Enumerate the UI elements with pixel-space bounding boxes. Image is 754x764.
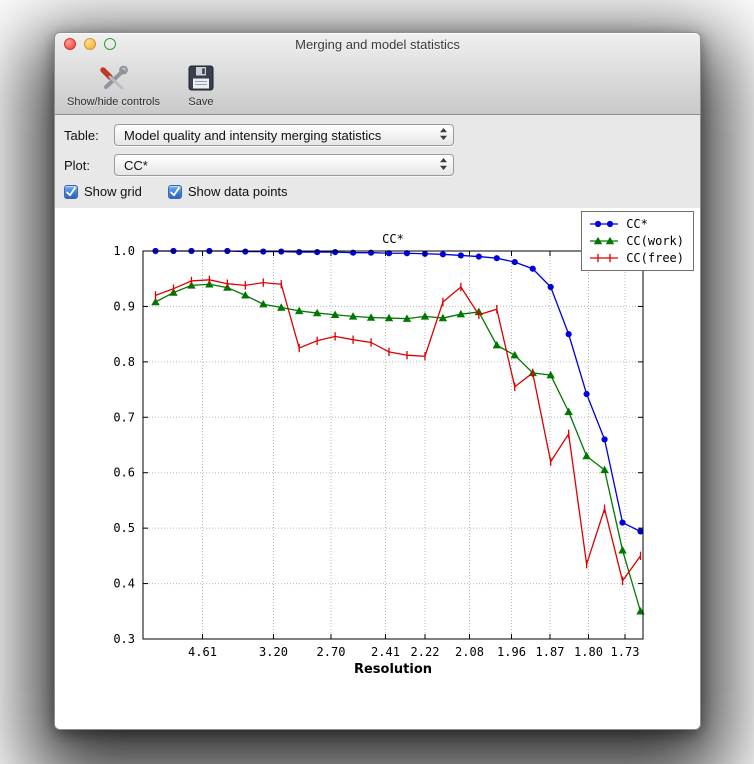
svg-text:2.41: 2.41 [371,645,400,659]
toolbar: Show/hide controls Save [55,55,700,114]
svg-text:0.9: 0.9 [113,299,135,313]
show-grid-checkbox[interactable]: Show grid [64,184,142,199]
chart-legend: CC* CC(work) CC(free) [581,211,694,271]
dropdown-arrows-icon [439,157,448,174]
toolbar-button-label: Save [188,96,214,108]
app-window: Merging and model statistics Show/hide c… [54,32,701,730]
traffic-lights [64,38,116,50]
zoom-button[interactable] [104,38,116,50]
legend-entry: CC(work) [589,234,684,248]
svg-text:3.20: 3.20 [259,645,288,659]
close-button[interactable] [64,38,76,50]
legend-label: CC(free) [626,251,684,265]
legend-entry: CC(free) [589,251,684,265]
checkbox-icon[interactable] [64,184,78,199]
show-data-points-checkbox[interactable]: Show data points [167,184,288,199]
checkbox-icon[interactable] [167,184,182,199]
svg-text:1.0: 1.0 [113,244,135,258]
toolbar-button-label: Show/hide controls [67,96,160,108]
vline-legend-marker-icon [590,253,619,263]
table-label: Table: [64,127,99,143]
table-row: Table: Model quality and intensity mergi… [64,124,700,146]
svg-text:0.8: 0.8 [113,355,135,369]
triangle-legend-marker-icon [590,236,619,245]
dropdown-arrows-icon [439,127,448,144]
titlebar[interactable]: Merging and model statistics [55,33,700,55]
svg-text:0.5: 0.5 [113,521,135,535]
svg-text:2.08: 2.08 [455,645,484,659]
tools-icon [98,62,129,94]
svg-text:0.6: 0.6 [113,466,135,480]
svg-text:Resolution: Resolution [354,662,432,677]
plot-label: Plot: [64,157,91,173]
svg-text:1.73: 1.73 [611,645,640,659]
svg-text:1.80: 1.80 [574,645,603,659]
checkbox-label: Show grid [84,184,142,199]
circle-legend-marker-icon [590,220,619,228]
svg-text:4.61: 4.61 [188,645,217,659]
minimize-button[interactable] [84,38,96,50]
window-chrome: Merging and model statistics Show/hide c… [55,33,700,115]
checkbox-row: Show grid Show data points [64,184,700,199]
svg-text:1.96: 1.96 [497,645,526,659]
show-hide-controls-button[interactable]: Show/hide controls [67,62,160,108]
plot-area: 0.3 0.4 0.5 0.6 0.7 0.8 0.9 1.0 4.61 3.20 2.70 2.41… [55,208,700,729]
controls-panel: Table: Model quality and intensity mergi… [55,115,700,208]
table-dropdown-value: Model quality and intensity merging stat… [124,127,382,143]
plot-row: Plot: CC* [64,154,700,176]
svg-text:1.87: 1.87 [536,645,565,659]
svg-text:CC*: CC* [382,232,404,246]
legend-label: CC* [626,217,648,231]
svg-text:0.7: 0.7 [113,410,135,424]
legend-label: CC(work) [626,234,684,248]
plot-dropdown[interactable]: CC* [114,154,454,176]
svg-text:0.3: 0.3 [113,632,135,646]
chart: 0.3 0.4 0.5 0.6 0.7 0.8 0.9 1.0 4.61 3.20 2.70 2.41… [113,232,645,677]
svg-text:0.4: 0.4 [113,577,135,591]
plot-dropdown-value: CC* [124,157,148,173]
checkbox-label: Show data points [187,184,288,199]
svg-text:2.70: 2.70 [317,645,346,659]
table-dropdown[interactable]: Model quality and intensity merging stat… [114,124,454,146]
save-icon [188,62,214,94]
window-title: Merging and model statistics [295,36,460,52]
legend-entry: CC* [589,217,684,231]
svg-text:2.22: 2.22 [411,645,440,659]
save-button[interactable]: Save [188,62,214,108]
